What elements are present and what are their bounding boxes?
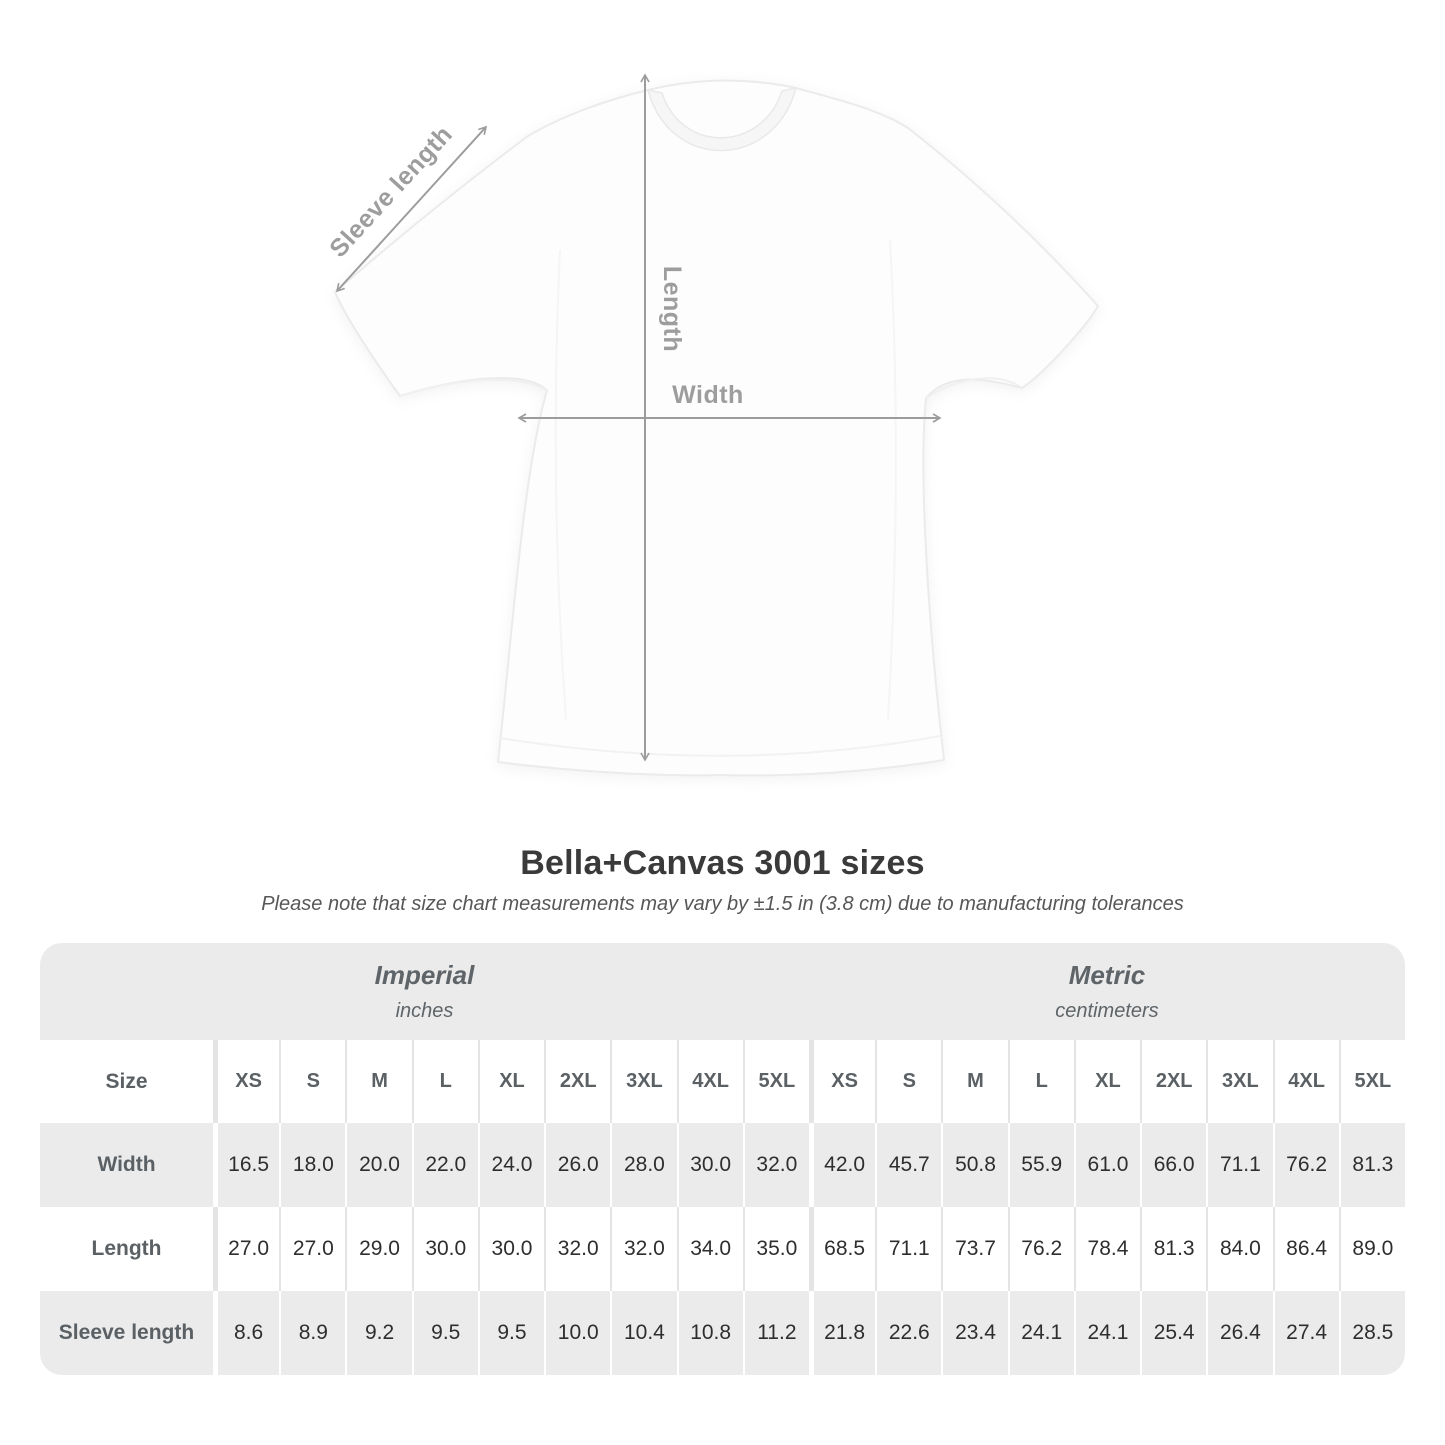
value-cell: 26.4 (1206, 1291, 1273, 1375)
value-cell: 68.5 (808, 1207, 876, 1291)
col-header-metric-3xl: 3XL (1206, 1040, 1273, 1123)
unit-group-header-row: Imperial inches Metric centimeters (40, 943, 1405, 1040)
page-title: Bella+Canvas 3001 sizes (520, 844, 925, 882)
value-cell: 71.1 (1206, 1123, 1273, 1207)
col-header-metric-m: M (941, 1040, 1008, 1123)
col-header-metric-s: S (875, 1040, 942, 1123)
value-cell: 24.1 (1073, 1291, 1141, 1375)
value-cell: 10.0 (544, 1291, 611, 1375)
value-cell: 30.0 (411, 1207, 478, 1291)
value-cell: 9.2 (345, 1291, 412, 1375)
value-cell: 21.8 (808, 1291, 876, 1375)
imperial-unit: inches (395, 1000, 454, 1022)
length-label: Length (658, 266, 686, 352)
value-cell: 81.3 (1140, 1207, 1207, 1291)
value-cell: 27.4 (1272, 1291, 1339, 1375)
value-cell: 89.0 (1338, 1207, 1405, 1291)
value-cell: 76.2 (1272, 1123, 1339, 1207)
value-cell: 84.0 (1206, 1207, 1273, 1291)
value-cell: 24.1 (1007, 1291, 1074, 1375)
col-header-metric-5xl: 5XL (1338, 1040, 1405, 1123)
value-cell: 30.0 (477, 1207, 545, 1291)
value-cell: 73.7 (941, 1207, 1008, 1291)
col-header-imperial-s: S (279, 1040, 346, 1123)
value-cell: 55.9 (1007, 1123, 1074, 1207)
tolerance-note: Please note that size chart measurements… (261, 893, 1184, 915)
value-cell: 8.9 (279, 1291, 346, 1375)
value-cell: 29.0 (345, 1207, 412, 1291)
value-cell: 28.0 (610, 1123, 677, 1207)
col-header-imperial-m: M (345, 1040, 412, 1123)
col-header-imperial-xs: XS (213, 1040, 280, 1123)
row-label-width: Width (40, 1123, 213, 1207)
value-cell: 22.6 (875, 1291, 942, 1375)
value-cell: 11.2 (742, 1291, 809, 1375)
col-header-imperial-5xl: 5XL (742, 1040, 809, 1123)
value-cell: 16.5 (213, 1123, 280, 1207)
value-cell: 61.0 (1073, 1123, 1141, 1207)
value-cell: 50.8 (941, 1123, 1008, 1207)
value-cell: 9.5 (411, 1291, 478, 1375)
metric-label: Metric (1068, 960, 1146, 990)
value-cell: 24.0 (477, 1123, 545, 1207)
value-cell: 35.0 (742, 1207, 809, 1291)
value-cell: 34.0 (676, 1207, 743, 1291)
col-header-metric-l: L (1007, 1040, 1074, 1123)
tshirt-image (334, 79, 1099, 777)
col-header-metric-xs: XS (808, 1040, 876, 1123)
value-cell: 27.0 (213, 1207, 280, 1291)
size-table: Imperial inches Metric centimeters Size … (40, 943, 1405, 1375)
length-row: Length 27.0 27.0 29.0 30.0 30.0 32.0 32.… (40, 1207, 1405, 1291)
col-header-metric-xl: XL (1073, 1040, 1141, 1123)
col-header-metric-4xl: 4XL (1272, 1040, 1339, 1123)
value-cell: 45.7 (875, 1123, 942, 1207)
metric-group-header: Metric centimeters (808, 943, 1405, 1040)
value-cell: 8.6 (213, 1291, 280, 1375)
value-cell: 32.0 (742, 1123, 809, 1207)
col-header-imperial-2xl: 2XL (544, 1040, 611, 1123)
value-cell: 42.0 (808, 1123, 876, 1207)
value-cell: 86.4 (1272, 1207, 1339, 1291)
value-cell: 81.3 (1338, 1123, 1405, 1207)
value-cell: 20.0 (345, 1123, 412, 1207)
col-header-imperial-4xl: 4XL (676, 1040, 743, 1123)
metric-unit: centimeters (1055, 1000, 1159, 1022)
value-cell: 32.0 (544, 1207, 611, 1291)
col-header-metric-2xl: 2XL (1140, 1040, 1207, 1123)
row-label-sleeve-length: Sleeve length (40, 1291, 213, 1375)
value-cell: 28.5 (1338, 1291, 1405, 1375)
width-label: Width (672, 381, 744, 409)
value-cell: 23.4 (941, 1291, 1008, 1375)
value-cell: 9.5 (477, 1291, 545, 1375)
row-label-length: Length (40, 1207, 213, 1291)
value-cell: 71.1 (875, 1207, 942, 1291)
value-cell: 78.4 (1073, 1207, 1141, 1291)
value-cell: 30.0 (676, 1123, 743, 1207)
collar (646, 87, 798, 152)
sleeve-length-row: Sleeve length 8.6 8.9 9.2 9.5 9.5 10.0 1… (40, 1291, 1405, 1375)
tshirt-diagram-svg: Sleeve length Length Width (324, 73, 1099, 777)
imperial-label: Imperial (374, 960, 475, 990)
value-cell: 22.0 (411, 1123, 478, 1207)
shirt-measurement-diagram: Sleeve length Length Width (324, 73, 1099, 777)
value-cell: 76.2 (1007, 1207, 1074, 1291)
value-cell: 18.0 (279, 1123, 346, 1207)
value-cell: 27.0 (279, 1207, 346, 1291)
size-col-header: Size (40, 1040, 213, 1123)
value-cell: 10.4 (610, 1291, 677, 1375)
imperial-group-header: Imperial inches (40, 943, 809, 1040)
size-header-row: Size XS S M L XL 2XL 3XL 4XL 5XL XS S M … (40, 1040, 1405, 1123)
value-cell: 66.0 (1140, 1123, 1207, 1207)
sleeve-length-arrow (335, 125, 488, 293)
width-row: Width 16.5 18.0 20.0 22.0 24.0 26.0 28.0… (40, 1123, 1405, 1207)
value-cell: 26.0 (544, 1123, 611, 1207)
col-header-imperial-l: L (411, 1040, 478, 1123)
col-header-imperial-xl: XL (477, 1040, 545, 1123)
value-cell: 32.0 (610, 1207, 677, 1291)
col-header-imperial-3xl: 3XL (610, 1040, 677, 1123)
value-cell: 25.4 (1140, 1291, 1207, 1375)
value-cell: 10.8 (676, 1291, 743, 1375)
size-chart: Imperial inches Metric centimeters Size … (40, 943, 1405, 1375)
